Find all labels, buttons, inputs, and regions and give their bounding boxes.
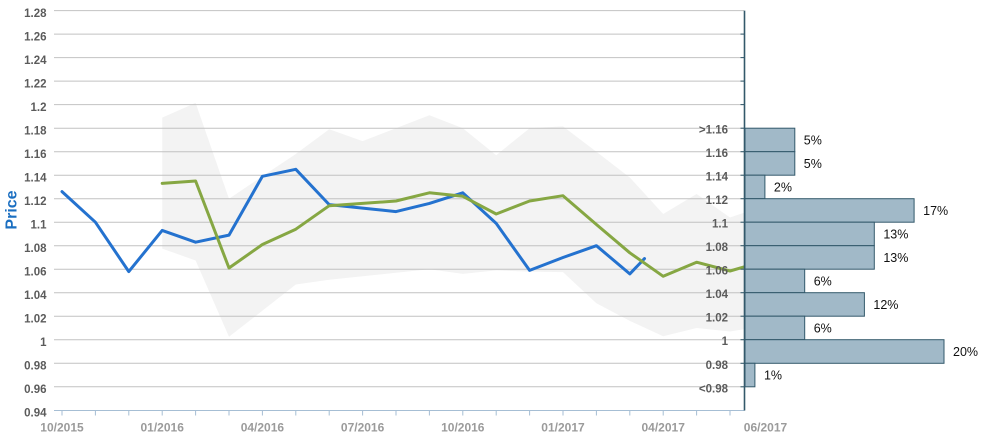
svg-text:1.28: 1.28: [24, 8, 47, 20]
svg-text:12%: 12%: [873, 298, 898, 312]
svg-text:1.16: 1.16: [24, 149, 46, 161]
svg-text:10/2016: 10/2016: [441, 421, 485, 435]
svg-text:1.12: 1.12: [706, 195, 728, 207]
svg-text:6%: 6%: [814, 321, 832, 335]
svg-text:01/2017: 01/2017: [541, 421, 585, 435]
svg-text:>1.16: >1.16: [699, 125, 728, 137]
svg-text:1.24: 1.24: [24, 55, 47, 67]
svg-text:1.12: 1.12: [24, 196, 46, 208]
svg-text:1.08: 1.08: [706, 242, 729, 254]
svg-text:1.06: 1.06: [706, 266, 728, 278]
svg-text:1.26: 1.26: [24, 31, 46, 43]
svg-text:Price: Price: [4, 190, 21, 229]
svg-text:1: 1: [722, 336, 729, 348]
svg-text:0.96: 0.96: [24, 384, 46, 396]
svg-text:1.22: 1.22: [24, 78, 46, 90]
svg-text:1.04: 1.04: [706, 289, 729, 301]
svg-text:06/2017: 06/2017: [744, 421, 788, 435]
svg-text:1.18: 1.18: [24, 126, 47, 138]
svg-text:01/2016: 01/2016: [141, 421, 185, 435]
svg-text:1.02: 1.02: [706, 313, 728, 325]
svg-text:13%: 13%: [883, 227, 908, 241]
svg-text:1.02: 1.02: [24, 314, 46, 326]
svg-text:<0.98: <0.98: [699, 383, 729, 395]
svg-text:10/2015: 10/2015: [40, 421, 84, 435]
svg-text:1.04: 1.04: [24, 290, 47, 302]
svg-text:5%: 5%: [804, 157, 822, 171]
svg-text:1.1: 1.1: [31, 220, 48, 232]
svg-text:1%: 1%: [764, 369, 782, 383]
svg-text:1.14: 1.14: [24, 173, 47, 185]
svg-text:20%: 20%: [953, 345, 978, 359]
svg-text:07/2016: 07/2016: [341, 421, 385, 435]
svg-text:0.98: 0.98: [706, 360, 729, 372]
svg-text:1: 1: [40, 337, 47, 349]
svg-text:04/2016: 04/2016: [241, 421, 285, 435]
svg-text:5%: 5%: [804, 133, 822, 147]
svg-text:04/2017: 04/2017: [642, 421, 686, 435]
svg-text:17%: 17%: [923, 204, 948, 218]
svg-text:6%: 6%: [814, 274, 832, 288]
svg-text:1.08: 1.08: [24, 243, 47, 255]
svg-text:0.98: 0.98: [24, 361, 47, 373]
svg-text:0.94: 0.94: [24, 408, 47, 420]
svg-text:1.14: 1.14: [706, 172, 729, 184]
svg-text:1.16: 1.16: [706, 148, 728, 160]
svg-text:1.1: 1.1: [712, 219, 729, 231]
svg-text:2%: 2%: [774, 180, 792, 194]
svg-text:1.2: 1.2: [31, 102, 47, 114]
svg-text:1.06: 1.06: [24, 267, 46, 279]
svg-text:13%: 13%: [883, 251, 908, 265]
